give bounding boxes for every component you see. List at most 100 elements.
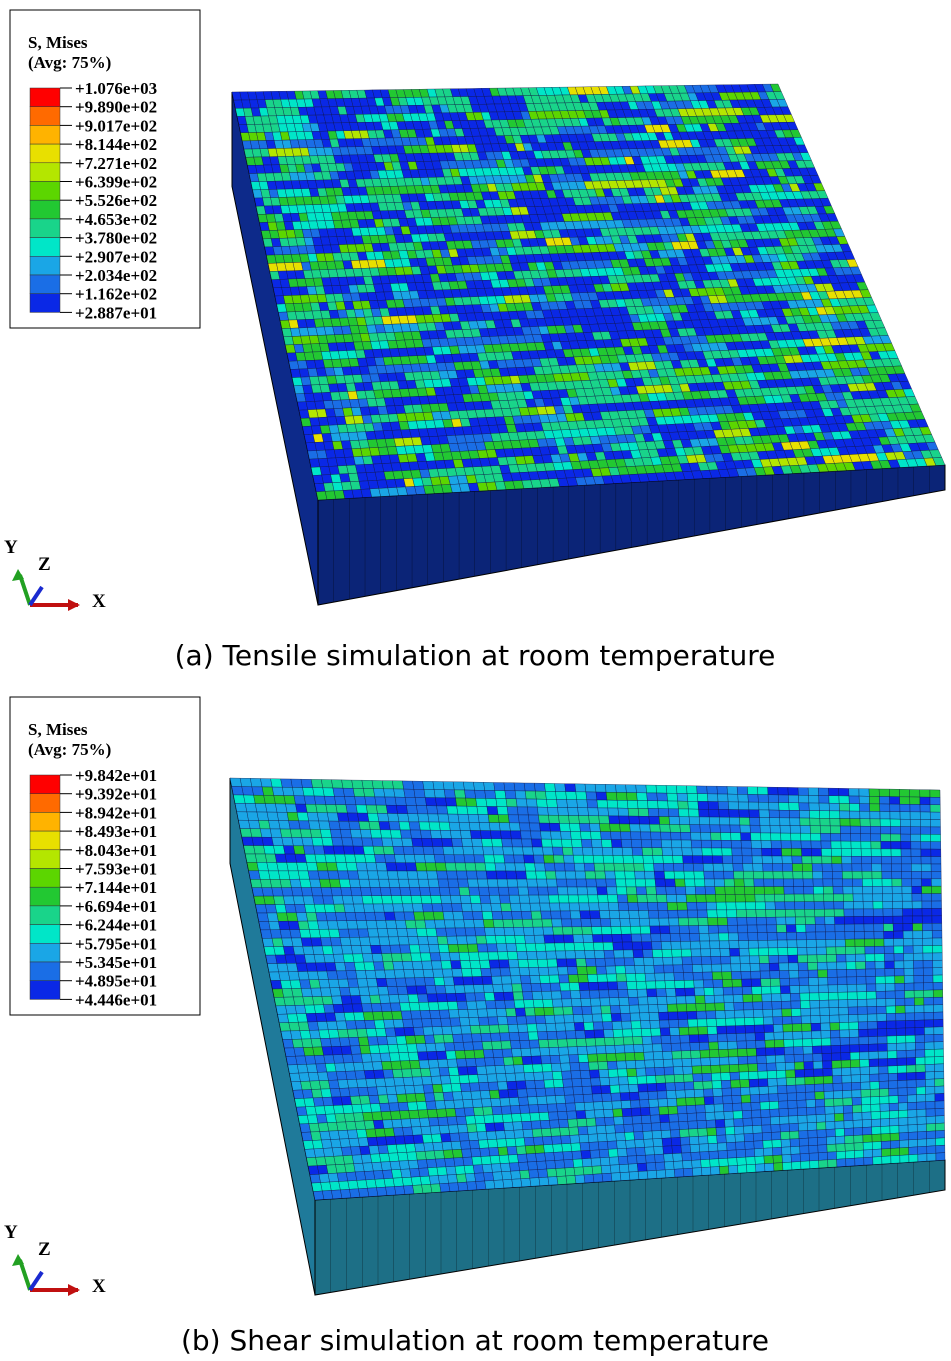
mesh-cell — [270, 778, 283, 788]
mesh-cell — [665, 785, 678, 794]
mesh-cell — [377, 928, 389, 938]
mesh-cell — [863, 916, 874, 925]
mesh-cell — [303, 845, 316, 855]
legend-title: S, Mises — [28, 720, 88, 739]
mesh-cell — [374, 796, 387, 806]
mesh-cell — [919, 796, 931, 805]
mesh-cell — [461, 903, 473, 912]
mesh-cell — [268, 870, 281, 880]
mesh-cell — [736, 786, 748, 795]
mesh-cell — [889, 811, 901, 820]
mesh-cell — [265, 803, 278, 813]
mesh-cell — [288, 870, 300, 880]
mesh-cell — [625, 878, 637, 888]
mesh-cell — [871, 871, 883, 879]
mesh-cell — [779, 825, 791, 834]
legend-label: +9.392e+01 — [75, 785, 157, 804]
mesh-cell — [833, 893, 844, 902]
mesh-cell — [748, 801, 760, 811]
mesh-cell — [750, 840, 762, 849]
mesh-cell — [276, 862, 289, 872]
mesh-cell — [474, 790, 487, 799]
mesh-cell — [738, 809, 750, 818]
mesh-cell — [696, 902, 708, 911]
mesh-cell — [921, 886, 932, 894]
mesh-cell — [678, 808, 690, 817]
mesh-cell — [688, 816, 700, 825]
mesh-cell — [365, 862, 378, 872]
mesh-cell — [930, 834, 941, 842]
mesh-cell — [617, 894, 629, 903]
mesh-cell — [331, 779, 344, 789]
mesh-cell — [466, 806, 479, 815]
mesh-cell — [429, 887, 441, 896]
mesh-cell — [637, 902, 649, 911]
mesh-cell — [352, 788, 365, 797]
mesh-cell — [586, 886, 598, 896]
legend-label: +4.653e+02 — [75, 210, 157, 229]
mesh-cell — [920, 841, 931, 850]
mesh-cell — [283, 895, 295, 905]
mesh-cell — [921, 863, 932, 872]
mesh-cell — [911, 878, 922, 887]
legend-swatch — [29, 868, 61, 888]
mesh-cell — [800, 840, 812, 849]
mesh-cell — [335, 862, 348, 872]
mesh-cell — [783, 878, 794, 887]
mesh-cell — [555, 870, 567, 880]
mesh-cell — [595, 878, 607, 888]
mesh-cell — [681, 847, 693, 856]
mesh-cell — [758, 802, 770, 811]
mesh-cell — [315, 804, 328, 813]
mesh-cell — [495, 798, 508, 807]
mesh-cell — [829, 818, 841, 827]
mesh-cell — [818, 787, 829, 796]
mesh-cell — [785, 909, 796, 918]
mesh-cell — [519, 822, 531, 832]
mesh-cell — [503, 927, 515, 936]
mesh-cell — [462, 911, 474, 920]
mesh-cell — [734, 894, 746, 903]
mesh-cell — [930, 811, 941, 820]
mesh-cell — [291, 837, 304, 846]
mesh-cell — [778, 794, 789, 803]
mesh-cell — [426, 805, 439, 815]
mesh-cell — [717, 925, 729, 934]
legend-label: +8.144e+02 — [75, 135, 157, 154]
mesh-cell — [824, 916, 835, 925]
mesh-cell — [921, 908, 933, 917]
mesh-cell — [642, 855, 654, 864]
mesh-cell — [525, 798, 538, 808]
legend-swatch — [29, 812, 61, 832]
mesh-cell — [586, 799, 598, 809]
mesh-cell — [739, 817, 751, 826]
mesh-cell — [306, 862, 319, 872]
mesh-cell — [599, 823, 611, 832]
mesh-cell — [283, 845, 296, 855]
mesh-cell — [488, 887, 500, 896]
mesh-cell — [454, 789, 466, 799]
mesh-cell — [368, 821, 381, 830]
mesh-cell — [390, 829, 402, 839]
mesh-cell — [740, 832, 752, 841]
mesh-cell — [233, 794, 246, 804]
mesh-cell — [841, 863, 853, 872]
mesh-cell — [413, 789, 426, 798]
mesh-cell — [931, 908, 942, 917]
mesh-cell — [513, 927, 525, 936]
mesh-cell — [684, 878, 696, 887]
mesh-cell — [486, 878, 499, 888]
mesh-cell — [644, 871, 656, 880]
mesh-cell — [456, 805, 469, 815]
mesh-cell — [527, 806, 539, 816]
legend-title: S, Mises — [28, 33, 88, 52]
mesh-cell — [297, 870, 310, 880]
mesh-cell — [564, 783, 576, 792]
mesh-cell — [395, 920, 407, 929]
mesh-cell — [561, 918, 573, 928]
mesh-cell — [872, 893, 883, 902]
mesh-cell — [910, 848, 922, 857]
mesh-cell — [727, 793, 739, 803]
mesh-cell — [268, 820, 281, 830]
mesh-cell — [549, 902, 561, 912]
